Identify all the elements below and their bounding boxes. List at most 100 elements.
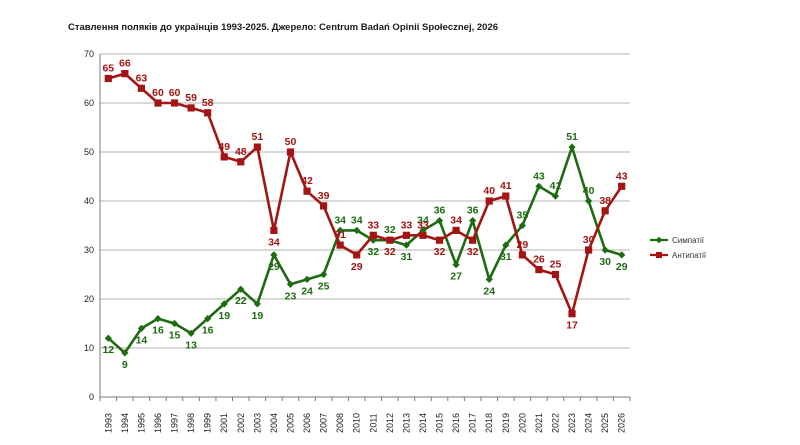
antipathy-label-2022: 25 [550,259,562,271]
antipathy-point-2006 [303,187,311,195]
x-tick-label-2025: 2025 [600,413,610,433]
sympathy-point-2026 [618,251,626,259]
x-tick-label-2020: 2020 [517,413,527,433]
sympathy-label-1998: 13 [185,339,197,351]
sympathy-label-2023: 51 [566,131,578,143]
antipathy-label-1998: 59 [185,92,197,104]
antipathy-label-2019: 41 [500,180,512,192]
sympathy-label-1995: 14 [136,334,148,346]
x-tick-label-2017: 2017 [468,413,478,433]
x-tick-label-1998: 1998 [186,413,196,433]
x-tick-label-2011: 2011 [368,413,378,432]
series-line-sympathy [107,145,623,355]
antipathy-point-2018 [485,197,493,205]
antipathy-point-2014 [419,231,427,239]
antipathy-label-1993: 65 [102,63,114,75]
sympathy-label-2004: 29 [268,261,280,273]
sympathy-label-2025: 30 [599,256,611,268]
x-tick-label-2022: 2022 [550,413,560,433]
sympathy-point-2019 [502,241,510,249]
antipathy-label-2023: 17 [566,320,578,332]
x-tick-label-2007: 2007 [319,413,329,433]
sympathy-point-2024 [584,197,593,205]
antipathy-point-2003 [253,143,261,151]
y-tick-label-20: 20 [84,294,94,304]
x-tick-label-1996: 1996 [153,413,163,433]
x-tick-label-1993: 1993 [103,413,113,433]
antipathy-point-2010 [353,251,361,259]
x-tick-label-2012: 2012 [385,413,395,433]
sympathy-point-1997 [170,319,179,328]
x-tick-label-2019: 2019 [501,413,511,433]
sympathy-label-2022: 41 [550,180,562,192]
sympathy-label-1997: 15 [169,330,181,342]
sympathy-label-2013: 31 [401,251,413,263]
y-tick-label-10: 10 [84,343,94,353]
x-tick-label-2008: 2008 [335,413,345,433]
sympathy-point-2023 [568,143,576,151]
antipathy-point-1994 [121,70,129,78]
sympathy-point-2004 [270,251,278,259]
antipathy-label-2001: 49 [218,141,230,153]
antipathy-point-2002 [237,158,245,166]
sympathy-point-2005 [286,280,295,288]
antipathy-label-2003: 51 [252,131,264,143]
antipathy-point-2020 [518,251,526,259]
sympathy-label-2012: 32 [384,224,396,236]
sympathy-label-2005: 23 [285,290,297,302]
axes [99,54,631,401]
sympathy-label-2014: 34 [417,214,429,226]
y-tick-label-50: 50 [84,147,94,157]
sympathy-point-2016 [452,261,460,269]
antipathy-label-2017: 32 [467,246,479,258]
sympathy-label-2003: 19 [252,310,264,322]
sympathy-label-2021: 43 [533,170,545,182]
antipathy-label-2018: 40 [483,185,495,197]
sympathy-point-2008 [336,226,344,234]
x-tick-label-2021: 2021 [534,413,544,433]
sympathy-point-2015 [435,217,444,225]
antipathy-point-1995 [137,84,146,92]
y-tick-label-40: 40 [84,196,94,206]
antipathy-label-1995: 63 [136,72,148,84]
y-tick-label-0: 0 [89,392,94,402]
antipathy-point-1993 [104,74,112,83]
antipathy-label-2013: 33 [401,219,413,231]
sympathy-label-2018: 24 [483,285,495,297]
chart-title: Ставлення поляків до українців 1993-2025… [68,22,499,33]
antipathy-point-1998 [187,104,195,112]
sympathy-label-2024: 40 [583,185,595,197]
antipathy-point-2021 [535,266,543,274]
sympathy-label-1993: 12 [102,344,114,356]
sympathy-point-2006 [303,275,311,283]
antipathy-point-2011 [369,231,377,239]
antipathy-point-2023 [568,310,576,318]
sympathy-label-2019: 31 [500,251,512,263]
sympathy-label-2016: 27 [450,271,462,283]
antipathy-label-1996: 60 [152,87,164,99]
antipathy-label-2025: 38 [599,195,611,207]
antipathy-label-2024: 30 [583,234,595,246]
antipathy-label-2005: 50 [285,136,297,148]
sympathy-point-2001 [220,300,228,308]
x-tick-label-2026: 2026 [617,413,627,433]
sympathy-point-2007 [319,270,328,279]
sympathy-point-2010 [353,226,361,234]
antipathy-point-1997 [170,99,179,107]
antipathy-point-1999 [204,109,212,117]
x-tick-label-1999: 1999 [203,413,213,433]
legend-marker-antipathy [656,252,662,258]
sympathy-point-1994 [121,349,129,357]
sympathy-point-2002 [237,285,245,293]
y-tick-label-30: 30 [84,245,94,255]
x-tick-label-2016: 2016 [451,413,461,433]
legend: Симпатії Антипатії [650,236,707,260]
sympathy-point-1998 [187,329,195,337]
legend-label-antipathy: Антипатії [672,251,707,260]
x-tick-label-2018: 2018 [484,413,494,433]
antipathy-label-1999: 58 [202,97,214,109]
antipathy-point-2017 [469,236,477,244]
x-tick-label-2013: 2013 [401,413,411,433]
